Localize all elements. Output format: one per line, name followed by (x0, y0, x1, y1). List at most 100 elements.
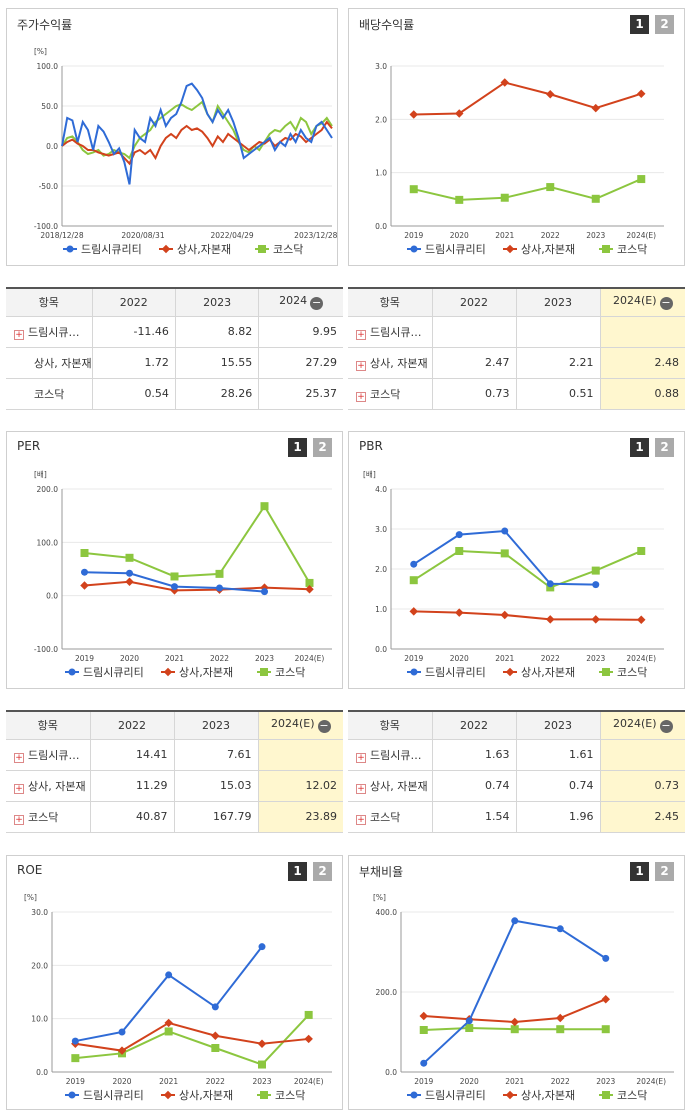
data-point (602, 1091, 610, 1099)
page-1-button[interactable]: 1 (630, 15, 649, 34)
row-label: + 드림시큐… (6, 316, 93, 348)
expand-icon[interactable]: + (356, 814, 366, 825)
x-tick-label: 2024(E) (294, 1077, 324, 1086)
table-header: 항목 (348, 288, 432, 317)
page-1-button[interactable]: 1 (630, 862, 649, 881)
table-cell: 40.87 (89, 801, 174, 833)
y-tick-label: 30.0 (31, 908, 48, 917)
x-tick-label: 2023 (255, 654, 274, 663)
data-point (500, 78, 509, 87)
page-2-button[interactable]: 2 (655, 15, 674, 34)
x-tick-label: 2023 (586, 654, 605, 663)
data-point (68, 668, 76, 676)
table-row: + 드림시큐… 1.63 1.61 (348, 739, 685, 771)
table-cell: 2.47 (431, 347, 516, 379)
data-point (409, 607, 418, 616)
expand-icon[interactable]: + (14, 752, 24, 763)
data-point (261, 588, 268, 596)
data-point (419, 1011, 428, 1021)
collapse-icon[interactable]: − (317, 719, 331, 734)
x-tick-label: 2020 (460, 1077, 479, 1086)
data-point (455, 547, 464, 555)
data-point (81, 568, 88, 576)
y-axis-label: [%] (373, 893, 386, 902)
legend-label: 드림시큐리티 (83, 1089, 144, 1102)
page-2-button[interactable]: 2 (655, 438, 674, 457)
row-label: + 상사, 자본재 (348, 347, 432, 379)
per-chart-title: PER (17, 439, 41, 453)
expand-icon[interactable]: + (14, 814, 24, 825)
data-point (591, 194, 600, 203)
data-point (637, 547, 646, 555)
table-cell: 0.74 (515, 770, 600, 802)
x-tick-label: 2019 (404, 231, 423, 240)
dividend-chart-panel: 배당수익률 1 2 3.0 2.0 1.0 0.0 2019 2020 2021 2022 20… (348, 8, 685, 266)
data-point (409, 185, 418, 194)
table-cell: 1.72 (91, 347, 176, 379)
data-point (260, 1091, 268, 1099)
expand-icon[interactable]: + (356, 752, 366, 763)
data-point (500, 610, 509, 620)
x-tick-label: 2020/08/31 (121, 231, 164, 240)
data-point (211, 1044, 220, 1052)
data-point (71, 1054, 80, 1063)
series-line (75, 1021, 309, 1052)
data-point (164, 1018, 173, 1028)
legend-label: 코스닥 (275, 1089, 305, 1102)
collapse-icon[interactable]: − (659, 719, 673, 734)
table-header: 2024(E) − (257, 711, 343, 740)
table-cell: 2.45 (599, 801, 685, 833)
return-chart-title: 주가수익률 (17, 18, 73, 32)
collapse-icon[interactable]: − (659, 296, 673, 311)
y-tick-label: 100.0 (37, 62, 59, 71)
legend-label: 드림시큐리티 (425, 1089, 486, 1102)
data-point (125, 577, 134, 587)
x-tick-label: 2019 (75, 654, 94, 663)
expand-icon[interactable]: + (356, 360, 366, 371)
legend-label: 드림시큐리티 (83, 666, 144, 679)
table-cell: 1.96 (515, 801, 600, 833)
table-cell: 0.88 (599, 378, 685, 410)
table-cell: 1.54 (431, 801, 516, 833)
page-2-button[interactable]: 2 (313, 862, 332, 881)
data-point (164, 1027, 173, 1036)
table-cell (515, 316, 600, 348)
debt-chart-title: 부채비율 (359, 865, 404, 879)
data-point (257, 1039, 267, 1048)
page-1-button[interactable]: 1 (288, 438, 307, 457)
x-tick-label: 2022 (541, 231, 560, 240)
expand-icon[interactable]: + (356, 329, 366, 340)
data-point (117, 1046, 127, 1055)
table-row: + 드림시큐… (348, 316, 685, 348)
x-tick-label: 2024(E) (636, 1077, 666, 1086)
data-point (637, 615, 646, 625)
expand-icon[interactable]: + (356, 783, 366, 794)
x-tick-label: 2022 (541, 654, 560, 663)
data-point (556, 1013, 565, 1023)
legend-label: 코스닥 (617, 1089, 647, 1102)
y-tick-label: 200.0 (37, 485, 59, 494)
page-2-button[interactable]: 2 (313, 438, 332, 457)
expand-icon[interactable]: + (14, 329, 24, 340)
data-point (500, 549, 509, 558)
data-point (410, 1091, 418, 1099)
page-2-button[interactable]: 2 (655, 862, 674, 881)
series-line (84, 504, 311, 584)
page-1-button[interactable]: 1 (630, 438, 649, 457)
debt-chart-panel: 부채비율 1 2 [%] 400.0 200.0 0.0 2019 2020 2021 202… (348, 855, 685, 1110)
table-cell: 0.73 (431, 378, 516, 410)
data-point (126, 569, 133, 577)
data-point (258, 245, 266, 253)
table-cell: 1.63 (431, 739, 516, 771)
collapse-icon[interactable]: − (310, 296, 324, 311)
x-tick-label: 2021 (159, 1077, 178, 1086)
table-header: 2024− (258, 288, 343, 317)
page-1-button[interactable]: 1 (288, 862, 307, 881)
data-point (602, 668, 610, 676)
data-point (171, 583, 178, 591)
table-header: 2023 (174, 288, 259, 317)
data-point (420, 1059, 428, 1067)
x-tick-label: 2024(E) (295, 654, 325, 663)
expand-icon[interactable]: + (14, 783, 24, 794)
expand-icon[interactable]: + (356, 391, 366, 402)
